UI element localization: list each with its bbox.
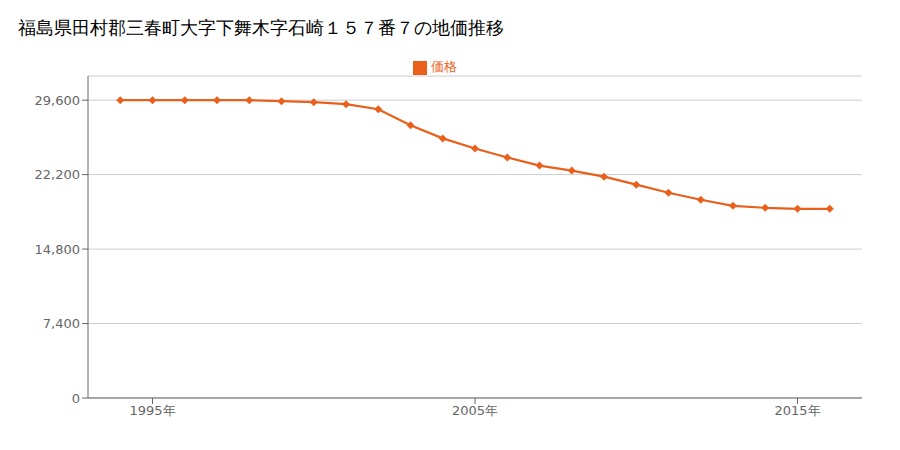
svg-text:2015年: 2015年	[774, 403, 820, 418]
svg-text:2005年: 2005年	[452, 403, 498, 418]
html-text:福島県田村郡三春町大字下舞木字石崎１５７番７の地価推移: 福島県田村郡三春町大字下舞木字石崎１５７番７の地価推移	[18, 17, 504, 38]
svg-text:29,600: 29,600	[35, 93, 81, 108]
svg-text:14,800: 14,800	[35, 242, 81, 257]
html-text:価格: 価格	[431, 59, 457, 74]
svg-text:1995年: 1995年	[129, 403, 175, 418]
svg-text:0: 0	[72, 391, 80, 406]
svg-text:22,200: 22,200	[35, 167, 81, 182]
svg-text:7,400: 7,400	[43, 316, 80, 331]
